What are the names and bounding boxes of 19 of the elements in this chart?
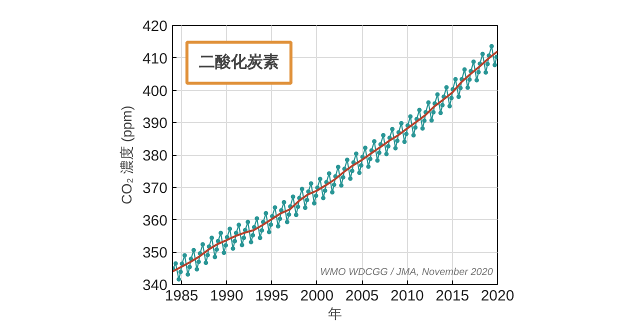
y-tick-label: 420 [142, 18, 168, 35]
y-tick-label: 390 [142, 115, 168, 132]
x-tick-label: 2010 [390, 288, 424, 304]
y-tick-label: 410 [142, 50, 168, 68]
annotation: WMO WDCGG / JMA, November 2020 [320, 267, 494, 278]
x-tick-label: 1990 [210, 288, 244, 304]
x-tick-label: 2000 [300, 288, 334, 304]
y-tick-label: 380 [142, 148, 168, 164]
y-axis-title: CO₂ 濃度 (ppm) [118, 106, 134, 204]
x-tick-label: 1995 [255, 288, 288, 304]
x-tick-label: 2005 [345, 288, 379, 304]
text: 二酸化炭素 [198, 53, 279, 72]
x-axis-title: 年 [328, 306, 342, 322]
y-tick-label: 400 [142, 82, 168, 100]
y-tick-label: 360 [142, 212, 168, 230]
x-tick-label: 2020 [480, 288, 514, 304]
x-tick-label: 2015 [436, 288, 470, 304]
y-tick-label: 350 [142, 244, 168, 262]
y-tick-label: 370 [142, 180, 168, 197]
